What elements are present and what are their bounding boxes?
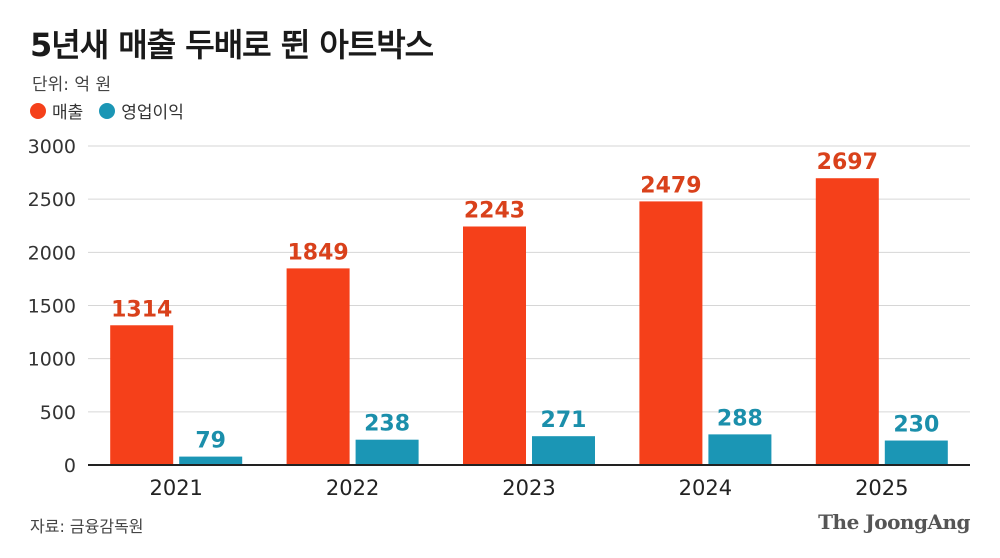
bar-sales bbox=[110, 325, 174, 465]
source-note: 자료: 금융감독원 bbox=[30, 517, 144, 536]
x-tick-label: 2025 bbox=[855, 476, 908, 500]
data-label-sales: 2479 bbox=[640, 173, 701, 198]
bar-operating-profit bbox=[884, 440, 948, 465]
data-label-profit: 271 bbox=[541, 408, 587, 433]
y-tick-label: 1000 bbox=[28, 349, 76, 371]
y-tick-label: 2000 bbox=[28, 242, 76, 264]
legend-swatch-sales bbox=[30, 102, 46, 119]
data-label-sales: 2243 bbox=[464, 198, 525, 223]
y-tick-label: 500 bbox=[40, 402, 76, 424]
unit-label: 단위: 억 원 bbox=[32, 75, 112, 95]
bar-sales bbox=[463, 226, 526, 465]
bar-operating-profit bbox=[708, 434, 772, 465]
brand-logo: The JoongAng bbox=[818, 510, 970, 534]
x-tick-label: 2021 bbox=[149, 476, 202, 500]
y-tick-label: 3000 bbox=[28, 136, 76, 158]
chart-title: 5년새 매출 두배로 뛴 아트박스 bbox=[30, 26, 434, 64]
data-label-sales: 1849 bbox=[287, 240, 348, 265]
data-label-profit: 230 bbox=[893, 413, 939, 438]
data-label-profit: 288 bbox=[717, 406, 763, 431]
legend: 매출 영업이익 bbox=[30, 98, 200, 123]
data-label-profit: 79 bbox=[195, 429, 226, 454]
legend-label-profit: 영업이익 bbox=[121, 103, 184, 123]
x-tick-label: 2024 bbox=[679, 476, 732, 500]
legend-item-sales: 매출 bbox=[30, 98, 83, 123]
bar-sales bbox=[286, 268, 350, 465]
bar-sales bbox=[639, 201, 703, 466]
y-tick-label: 1500 bbox=[28, 296, 76, 318]
data-label-profit: 238 bbox=[364, 412, 410, 437]
y-tick-label: 0 bbox=[64, 455, 76, 477]
legend-item-profit: 영업이익 bbox=[99, 98, 184, 123]
data-label-sales: 2697 bbox=[817, 150, 878, 175]
legend-swatch-profit bbox=[99, 102, 116, 119]
legend-label-sales: 매출 bbox=[52, 103, 84, 123]
bar-operating-profit bbox=[355, 439, 419, 465]
y-tick-label: 2500 bbox=[28, 189, 76, 211]
data-label-sales: 1314 bbox=[111, 297, 172, 322]
x-tick-label: 2022 bbox=[326, 476, 379, 500]
bar-operating-profit bbox=[179, 456, 243, 465]
x-tick-label: 2023 bbox=[502, 476, 555, 500]
bar-sales bbox=[815, 178, 879, 465]
bar-operating-profit bbox=[532, 436, 595, 465]
